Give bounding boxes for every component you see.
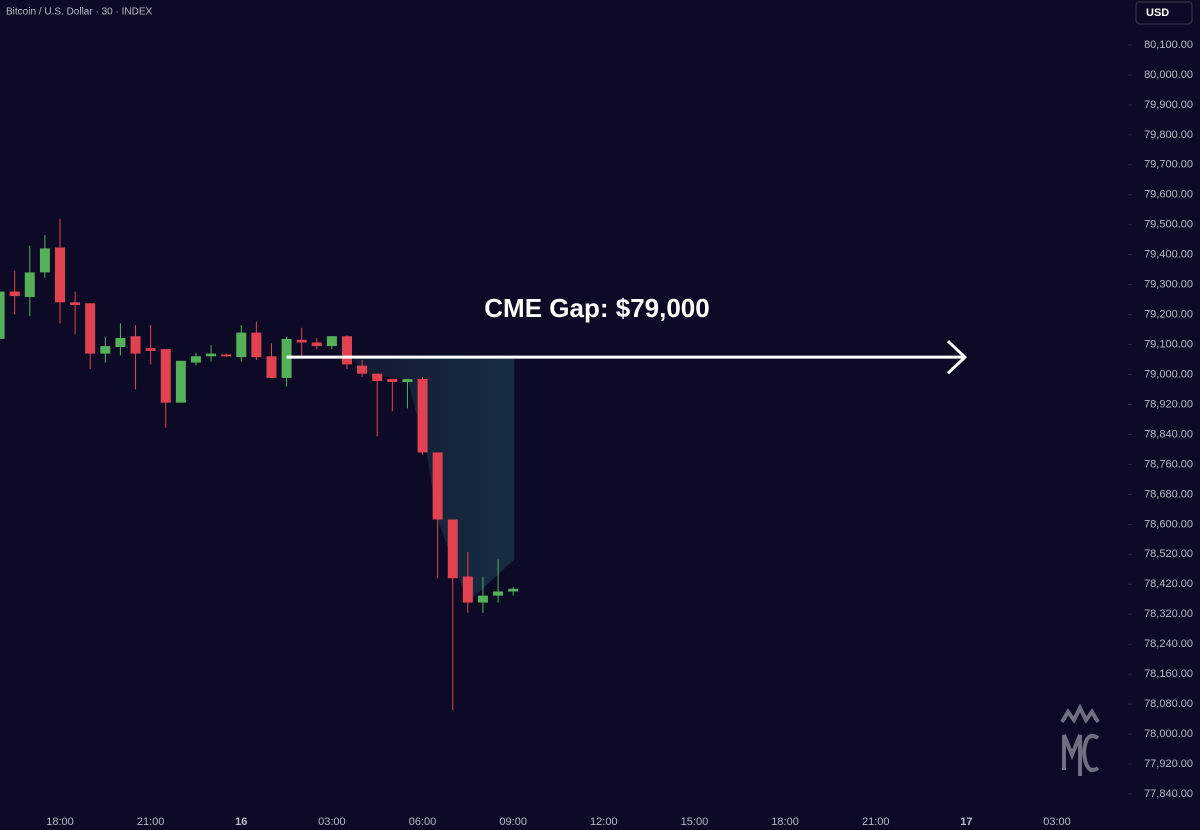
y-tick-label: 79,500.00 xyxy=(1144,219,1193,231)
y-tick-label: 79,900.00 xyxy=(1144,99,1193,111)
x-tick-label: 06:00 xyxy=(409,816,437,828)
y-tick-label: 79,600.00 xyxy=(1144,189,1193,201)
y-tick-label: 79,400.00 xyxy=(1144,249,1193,261)
logo-crown xyxy=(1060,703,1100,724)
x-tick-label: 15:00 xyxy=(681,816,709,828)
candle-body xyxy=(296,339,307,343)
y-tick-label: 79,800.00 xyxy=(1144,129,1193,141)
candle-body xyxy=(175,360,186,403)
candle-body xyxy=(236,332,247,358)
logo-c xyxy=(1081,733,1100,772)
y-tick-label: 78,320.00 xyxy=(1144,608,1193,620)
y-tick-label: 78,520.00 xyxy=(1144,548,1193,560)
x-tick-label: 21:00 xyxy=(862,816,890,828)
candle-body xyxy=(372,373,383,381)
y-tick-label: 78,920.00 xyxy=(1144,398,1193,410)
candle-body xyxy=(190,356,201,363)
y-tick-label: 78,680.00 xyxy=(1144,488,1193,500)
y-tick-label: 78,160.00 xyxy=(1144,668,1193,680)
x-tick-label: 18:00 xyxy=(771,816,799,828)
currency-button[interactable]: USD xyxy=(1135,1,1193,25)
candle-body xyxy=(508,588,519,592)
y-tick-label: 80,000.00 xyxy=(1144,69,1193,81)
y-tick-label: 78,600.00 xyxy=(1144,518,1193,530)
y-tick-label: 80,100.00 xyxy=(1144,39,1193,51)
y-tick-label: 79,000.00 xyxy=(1144,368,1193,380)
x-tick-label: 18:00 xyxy=(46,816,74,828)
x-tick-label: 12:00 xyxy=(590,816,618,828)
candle-body xyxy=(70,302,81,306)
chart-title: Bitcoin / U.S. Dollar · 30 · INDEX xyxy=(6,7,152,18)
watermark-logo xyxy=(1060,703,1100,776)
currency-button-frame[interactable] xyxy=(1135,1,1193,25)
candle-body xyxy=(326,336,337,347)
candle-body xyxy=(100,346,111,354)
candle-body xyxy=(160,349,171,403)
candle-body xyxy=(266,356,277,378)
candle-body xyxy=(447,519,458,579)
y-tick-label: 79,200.00 xyxy=(1144,309,1193,321)
candle-body xyxy=(24,272,35,297)
candle-body xyxy=(145,348,156,351)
candle-body xyxy=(221,354,232,357)
currency-label[interactable]: USD xyxy=(1146,7,1169,19)
candle-body xyxy=(357,365,368,374)
candle-body xyxy=(493,591,504,596)
y-tick-label: 78,080.00 xyxy=(1144,698,1193,710)
candle-body xyxy=(9,291,20,297)
logo-m xyxy=(1062,734,1082,776)
y-tick-label: 79,700.00 xyxy=(1144,159,1193,171)
y-tick-label: 79,300.00 xyxy=(1144,279,1193,291)
y-tick-label: 77,840.00 xyxy=(1144,788,1193,800)
candle-body xyxy=(85,303,96,354)
y-tick-label: 78,840.00 xyxy=(1144,428,1193,440)
candle-body xyxy=(462,576,473,603)
candle-body xyxy=(402,379,413,383)
y-tick-label: 79,100.00 xyxy=(1144,339,1193,351)
y-tick-label: 78,420.00 xyxy=(1144,578,1193,590)
annotation: CME Gap: $79,000 xyxy=(484,293,709,323)
candle-body xyxy=(206,353,217,357)
candle-body xyxy=(342,336,353,365)
y-tick-label: 77,920.00 xyxy=(1144,758,1193,770)
candle-body xyxy=(477,595,488,603)
candle-body xyxy=(55,247,65,303)
candle-body xyxy=(115,338,126,347)
y-tick-label: 78,000.00 xyxy=(1144,728,1193,740)
candle-body xyxy=(387,379,398,383)
candle-body xyxy=(417,379,428,453)
candle-body xyxy=(0,291,5,339)
x-tick-label: 17 xyxy=(960,816,972,828)
candle-body xyxy=(251,332,262,358)
x-tick-label: 21:00 xyxy=(137,816,165,828)
candle-body xyxy=(311,342,322,347)
x-tick-label: 16 xyxy=(235,816,247,828)
x-tick-label: 03:00 xyxy=(318,816,346,828)
y-tick-label: 78,240.00 xyxy=(1144,638,1193,650)
gap-arrow-head xyxy=(946,340,967,375)
candle-body xyxy=(432,452,443,520)
candle-body xyxy=(130,336,141,354)
candle-body xyxy=(39,248,50,273)
y-tick-label: 78,760.00 xyxy=(1144,458,1193,470)
x-tick-label: 09:00 xyxy=(499,816,527,828)
x-tick-label: 03:00 xyxy=(1043,816,1071,828)
